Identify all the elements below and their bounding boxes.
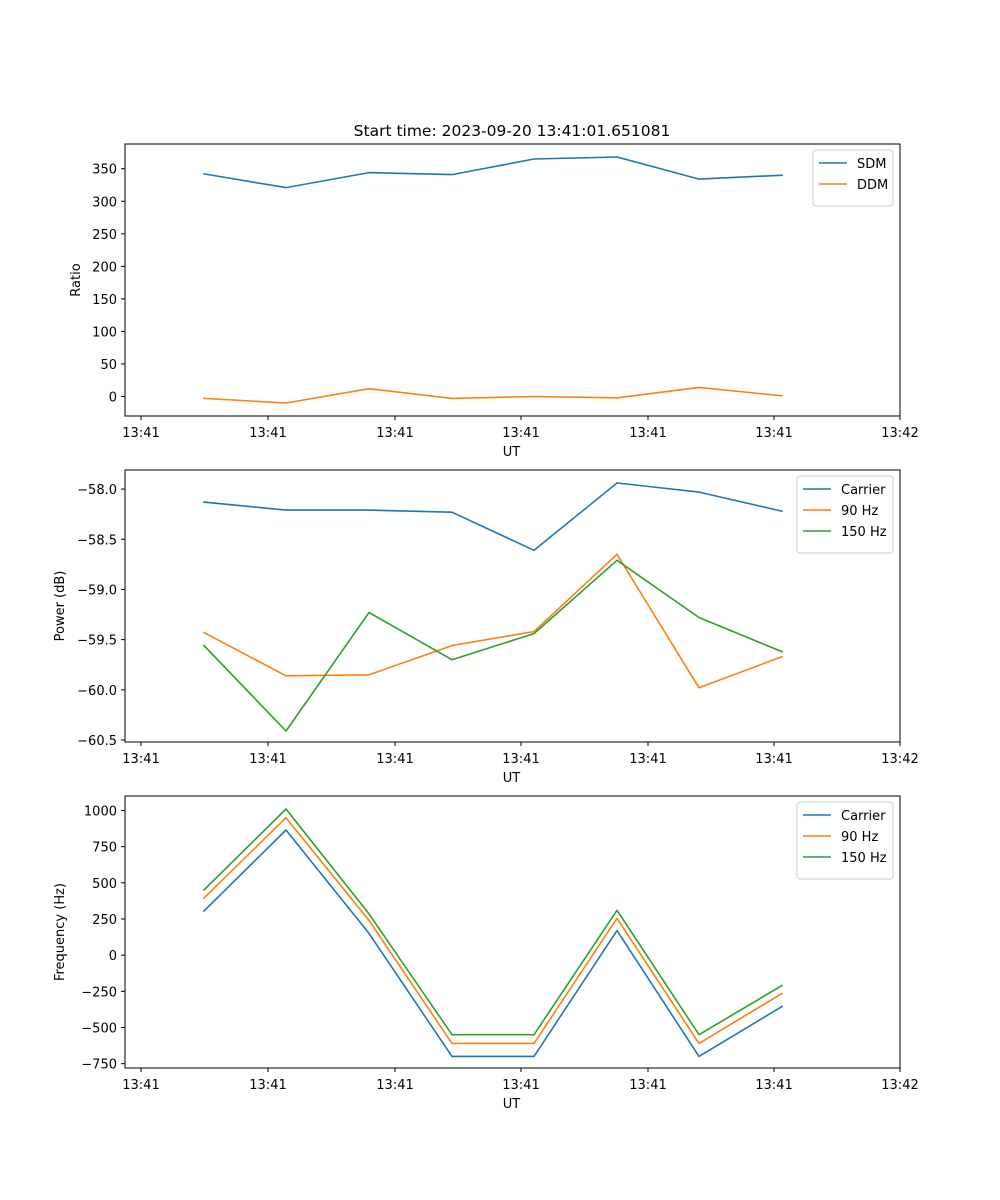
legend-label: 150 Hz bbox=[841, 525, 887, 540]
legend: SDM DDM bbox=[812, 149, 894, 207]
y-tick-label: −60.0 bbox=[77, 684, 117, 699]
legend-label: DDM bbox=[857, 178, 888, 193]
x-tick-label: 13:42 bbox=[881, 752, 918, 767]
y-tick-label: −58.5 bbox=[77, 533, 117, 548]
y-axis-label: Frequency (Hz) bbox=[53, 883, 68, 981]
y-tick-label: −250 bbox=[81, 985, 117, 1000]
chart-panel-1: 0 50 100 150 200 250 300 350 13:41 13:41 13:41 13:4… bbox=[69, 143, 919, 460]
x-tick-label: 13:41 bbox=[629, 1078, 666, 1093]
legend-label: 150 Hz bbox=[841, 851, 887, 866]
y-tick-label: 100 bbox=[92, 325, 117, 340]
figure-title: Start time: 2023-09-20 13:41:01.651081 bbox=[354, 122, 671, 140]
x-tick-label: 13:41 bbox=[376, 1078, 413, 1093]
legend: Carrier 90 Hz 150 Hz bbox=[796, 475, 894, 554]
y-tick-label: 250 bbox=[92, 913, 117, 928]
legend-label: Carrier bbox=[841, 809, 886, 824]
x-axis-label: UT bbox=[503, 1097, 521, 1112]
x-tick-label: 13:41 bbox=[755, 1078, 792, 1093]
series-line-90-hz bbox=[202, 553, 784, 689]
y-tick-label: 350 bbox=[92, 163, 117, 178]
legend-label: 90 Hz bbox=[841, 830, 878, 845]
chart-panel-3: −750 −500 −250 0 250 500 750 1000 13:41 13:41 13:4… bbox=[53, 795, 919, 1112]
series-line-ddm bbox=[203, 386, 783, 404]
legend-label: 90 Hz bbox=[841, 504, 878, 519]
legend-label: Carrier bbox=[841, 483, 886, 498]
x-tick-label: 13:41 bbox=[755, 752, 792, 767]
y-tick-label: 500 bbox=[92, 877, 117, 892]
x-tick-label: 13:41 bbox=[249, 752, 286, 767]
x-tick-label: 13:41 bbox=[755, 426, 792, 441]
y-tick-label: 250 bbox=[92, 228, 117, 243]
x-tick-label: 13:41 bbox=[122, 1078, 159, 1093]
chart-panel-2: −60.5 −60.0 −59.5 −59.0 −58.5 −58.0 13:41 13:41… bbox=[53, 469, 919, 786]
x-axis-label: UT bbox=[503, 445, 521, 460]
x-tick-label: 13:41 bbox=[122, 752, 159, 767]
plots-container: 0 50 100 150 200 250 300 350 13:41 13:41 13:41 13:4… bbox=[53, 143, 919, 1112]
legend-box bbox=[796, 475, 894, 554]
x-tick-label: 13:41 bbox=[249, 426, 286, 441]
series-line-carrier bbox=[203, 482, 783, 552]
x-tick-label: 13:41 bbox=[502, 1078, 539, 1093]
x-tick-label: 13:42 bbox=[881, 426, 918, 441]
y-tick-label: 0 bbox=[109, 390, 117, 405]
y-tick-label: 0 bbox=[109, 949, 117, 964]
y-tick-label: −59.0 bbox=[77, 583, 117, 598]
series-line-90-hz bbox=[202, 816, 784, 1045]
legend-box bbox=[796, 801, 894, 880]
y-axis-label: Ratio bbox=[69, 263, 84, 296]
legend: Carrier 90 Hz 150 Hz bbox=[796, 801, 894, 880]
x-tick-label: 13:41 bbox=[502, 426, 539, 441]
legend-box bbox=[812, 149, 894, 207]
y-tick-label: 50 bbox=[100, 358, 117, 373]
x-tick-label: 13:42 bbox=[881, 1078, 918, 1093]
x-tick-label: 13:41 bbox=[376, 752, 413, 767]
series-line-150-hz bbox=[202, 559, 784, 732]
series-line-carrier bbox=[202, 829, 784, 1058]
y-tick-label: 200 bbox=[92, 260, 117, 275]
x-tick-label: 13:41 bbox=[502, 752, 539, 767]
x-tick-label: 13:41 bbox=[629, 426, 666, 441]
legend-label: SDM bbox=[857, 157, 886, 172]
y-tick-label: −60.5 bbox=[77, 734, 117, 749]
y-tick-label: −59.5 bbox=[77, 634, 117, 649]
y-tick-label: 150 bbox=[92, 293, 117, 308]
x-axis-label: UT bbox=[503, 771, 521, 786]
series-line-150-hz bbox=[202, 808, 784, 1036]
y-tick-label: 300 bbox=[92, 195, 117, 210]
axes-frame bbox=[124, 469, 901, 743]
y-tick-label: 750 bbox=[92, 841, 117, 856]
x-tick-label: 13:41 bbox=[629, 752, 666, 767]
x-tick-label: 13:41 bbox=[249, 1078, 286, 1093]
axes-frame bbox=[124, 795, 901, 1069]
y-axis-label: Power (dB) bbox=[53, 571, 68, 642]
axes-frame bbox=[124, 143, 901, 417]
y-tick-label: 1000 bbox=[84, 804, 117, 819]
y-tick-label: −500 bbox=[81, 1021, 117, 1036]
y-tick-label: −58.0 bbox=[77, 483, 117, 498]
series-line-sdm bbox=[203, 156, 783, 189]
x-tick-label: 13:41 bbox=[376, 426, 413, 441]
x-tick-label: 13:41 bbox=[122, 426, 159, 441]
y-tick-label: −750 bbox=[81, 1058, 117, 1073]
